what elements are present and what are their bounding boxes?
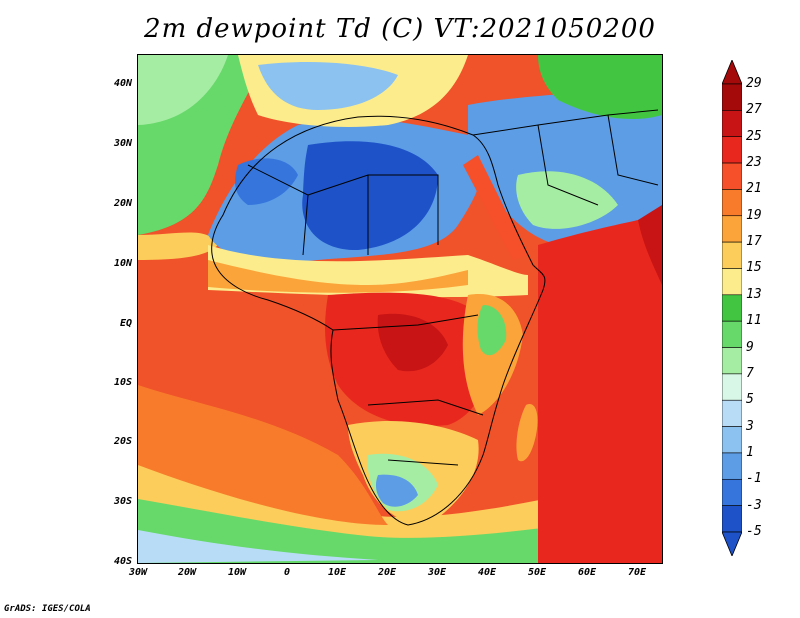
colorbar-max-triangle: [722, 60, 742, 85]
colorbar-label: -1: [746, 471, 762, 487]
lat-label: 10N: [113, 258, 132, 269]
lon-label: 10E: [327, 567, 347, 578]
lon-label: 40E: [477, 567, 497, 578]
colorbar-bin: [722, 294, 742, 322]
lon-label: 20W: [177, 567, 197, 578]
colorbar-bin: [722, 136, 742, 164]
lon-label: 60E: [577, 567, 597, 578]
map-title: 2m dewpoint Td (C) VT:2021050200: [144, 14, 656, 44]
colorbar-bin: [722, 83, 742, 111]
credit-text: GrADS: IGES/COLA: [4, 604, 91, 614]
colorbar-bin: [722, 215, 742, 243]
colorbar-bin: [722, 347, 742, 375]
colorbar-label: 7: [746, 365, 754, 381]
colorbar-bin: [722, 399, 742, 427]
colorbar-bin: [722, 268, 742, 296]
country-borders: [211, 109, 659, 526]
colorbar-label: 5: [746, 392, 754, 408]
colorbar-label: 13: [746, 286, 762, 302]
lat-label: 10S: [113, 377, 132, 388]
colorbar-bin: [722, 505, 742, 533]
colorbar-bin: [722, 373, 742, 401]
colorbar-bin: [722, 320, 742, 348]
colorbar-bin: [722, 110, 742, 138]
colorbar-label: 3: [746, 418, 754, 434]
colorbar-bin: [722, 426, 742, 454]
lon-label: 30W: [128, 567, 148, 578]
dewpoint-field: [138, 55, 662, 563]
lat-label: EQ: [119, 318, 132, 329]
colorbar-bin: [722, 189, 742, 217]
southern-ocean-band-yellow: [138, 465, 662, 538]
colorbar-bin: [722, 478, 742, 506]
colorbar-label: 21: [746, 181, 762, 197]
colorbar-bin: [722, 162, 742, 190]
colorbar: [722, 60, 742, 556]
colorbar-label: 9: [746, 339, 754, 355]
madagascar: [516, 404, 538, 462]
lon-label: 50E: [527, 567, 547, 578]
lat-label: 20N: [113, 198, 132, 209]
lon-label: 30E: [427, 567, 447, 578]
lat-label: 40S: [113, 556, 132, 567]
colorbar-label: 23: [746, 155, 762, 171]
colorbar-label: -3: [746, 497, 762, 513]
colorbar-label: 19: [746, 207, 762, 223]
colorbar-label: 17: [746, 234, 762, 250]
colorbar-label: 1: [746, 444, 754, 460]
colorbar-bin: [722, 241, 742, 269]
colorbar-label: 27: [746, 102, 762, 118]
colorbar-label: 11: [746, 313, 762, 329]
lon-label: 10W: [227, 567, 247, 578]
colorbar-label: 29: [746, 76, 762, 91]
southern-ocean-band: [138, 495, 662, 563]
lat-label: 20S: [113, 436, 132, 447]
lat-label: 40N: [113, 78, 132, 89]
colorbar-min-triangle: [722, 531, 742, 556]
colorbar-label: 15: [746, 260, 762, 276]
lon-label: 70E: [627, 567, 647, 578]
colorbar-label: 25: [746, 128, 762, 144]
lat-label: 30S: [113, 496, 132, 507]
lat-label: 30N: [113, 138, 132, 149]
colorbar-bin: [722, 452, 742, 480]
lon-label: 0: [283, 567, 291, 578]
colorbar-label: -5: [746, 524, 762, 539]
map-frame: [137, 54, 663, 564]
lon-label: 20E: [377, 567, 397, 578]
